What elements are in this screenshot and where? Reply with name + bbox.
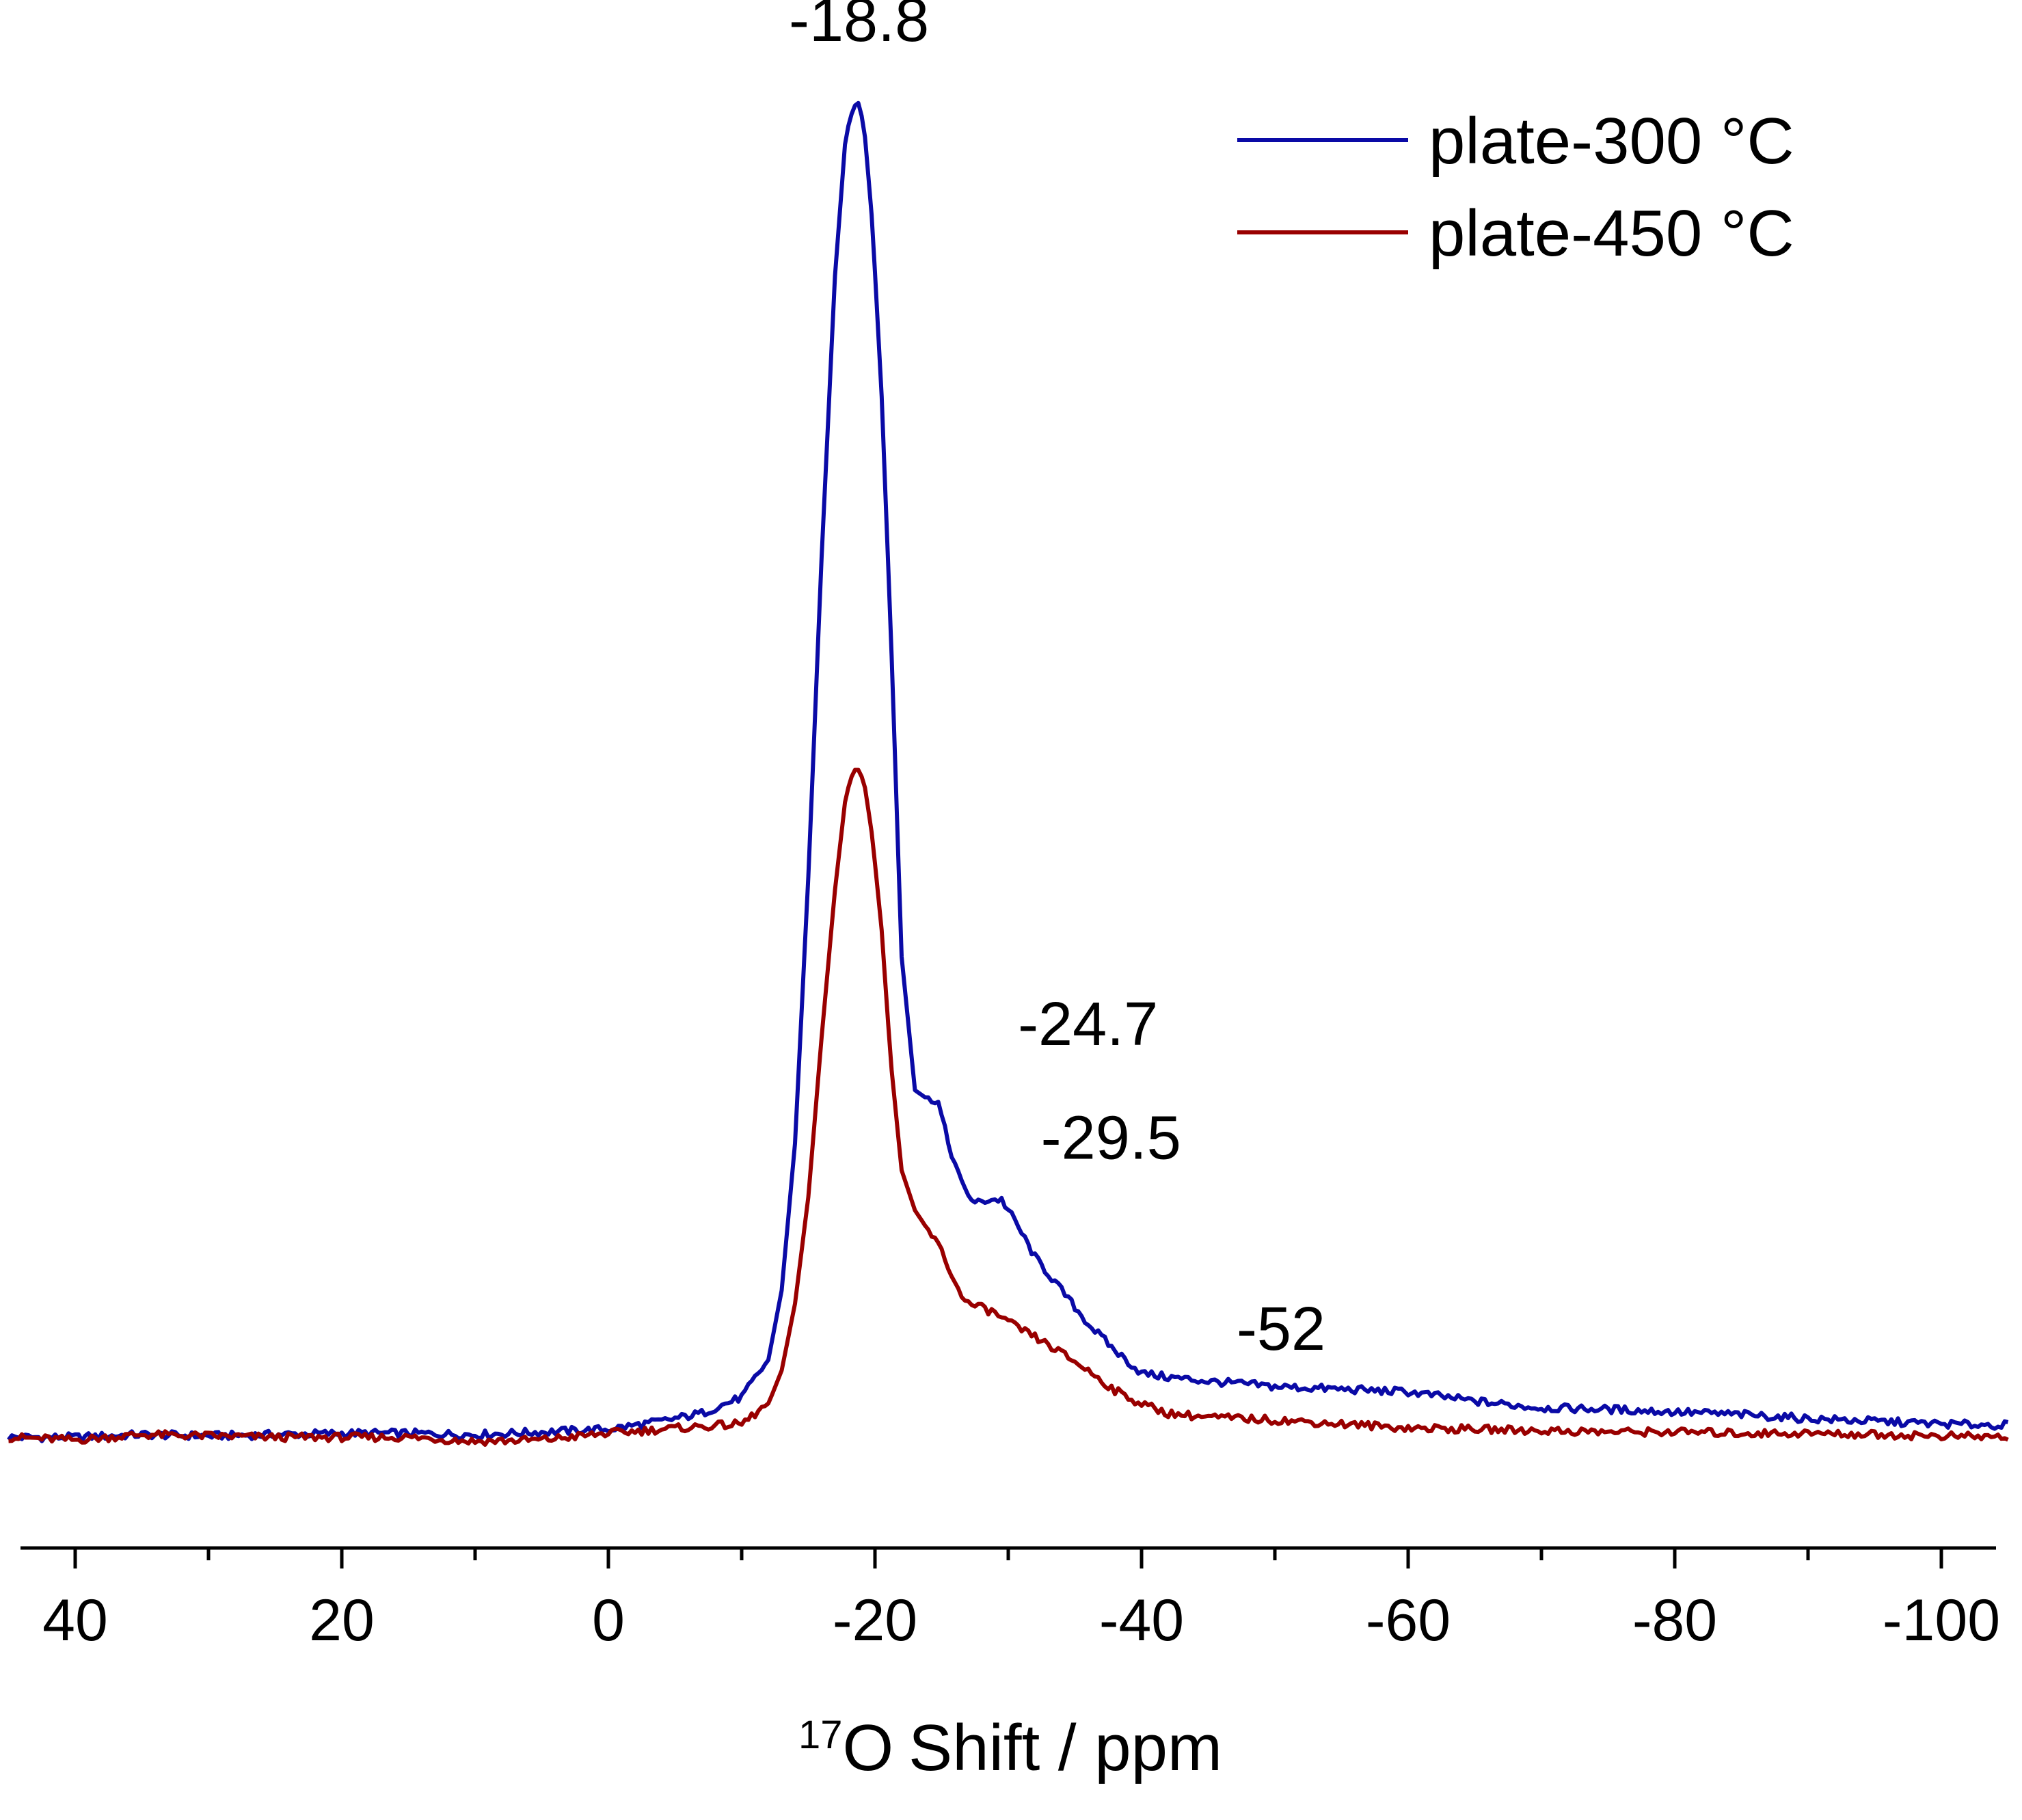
series-layer xyxy=(7,100,2009,1447)
x-tick-label: -20 xyxy=(833,1588,917,1653)
series-line-plate-300 xyxy=(7,100,2009,1443)
x-axis-title: 17O Shift / ppm xyxy=(798,1711,1222,1784)
x-axis-ticks: 40 20 0 -20 -40 -60 -80 -100 xyxy=(42,1548,2000,1653)
x-tick-label: 40 xyxy=(42,1588,108,1653)
legend-label: plate-300 °C xyxy=(1429,105,1794,178)
peak-label: -52 xyxy=(1237,1295,1325,1363)
legend-label: plate-450 °C xyxy=(1429,197,1794,270)
x-axis-title-nucleus: O xyxy=(842,1711,893,1784)
x-tick-label: -100 xyxy=(1883,1588,2000,1653)
x-tick-label: 20 xyxy=(309,1588,375,1653)
x-tick-label: -60 xyxy=(1366,1588,1451,1653)
series-line-plate-450 xyxy=(8,768,2009,1447)
x-axis-title-text: Shift / ppm xyxy=(908,1711,1222,1784)
peak-label: -24.7 xyxy=(1018,990,1158,1059)
x-axis-title-superscript: 17 xyxy=(798,1713,843,1757)
x-tick-label: -80 xyxy=(1632,1588,1717,1653)
peak-label: -18.8 xyxy=(789,0,929,55)
peak-annotations: -18.8 -24.7 -29.5 -52 xyxy=(789,0,1325,1363)
x-tick-label: 0 xyxy=(592,1588,625,1653)
peak-label: -29.5 xyxy=(1041,1104,1181,1172)
legend: plate-300 °C plate-450 °C xyxy=(1237,105,1794,270)
x-tick-label: -40 xyxy=(1099,1588,1184,1653)
